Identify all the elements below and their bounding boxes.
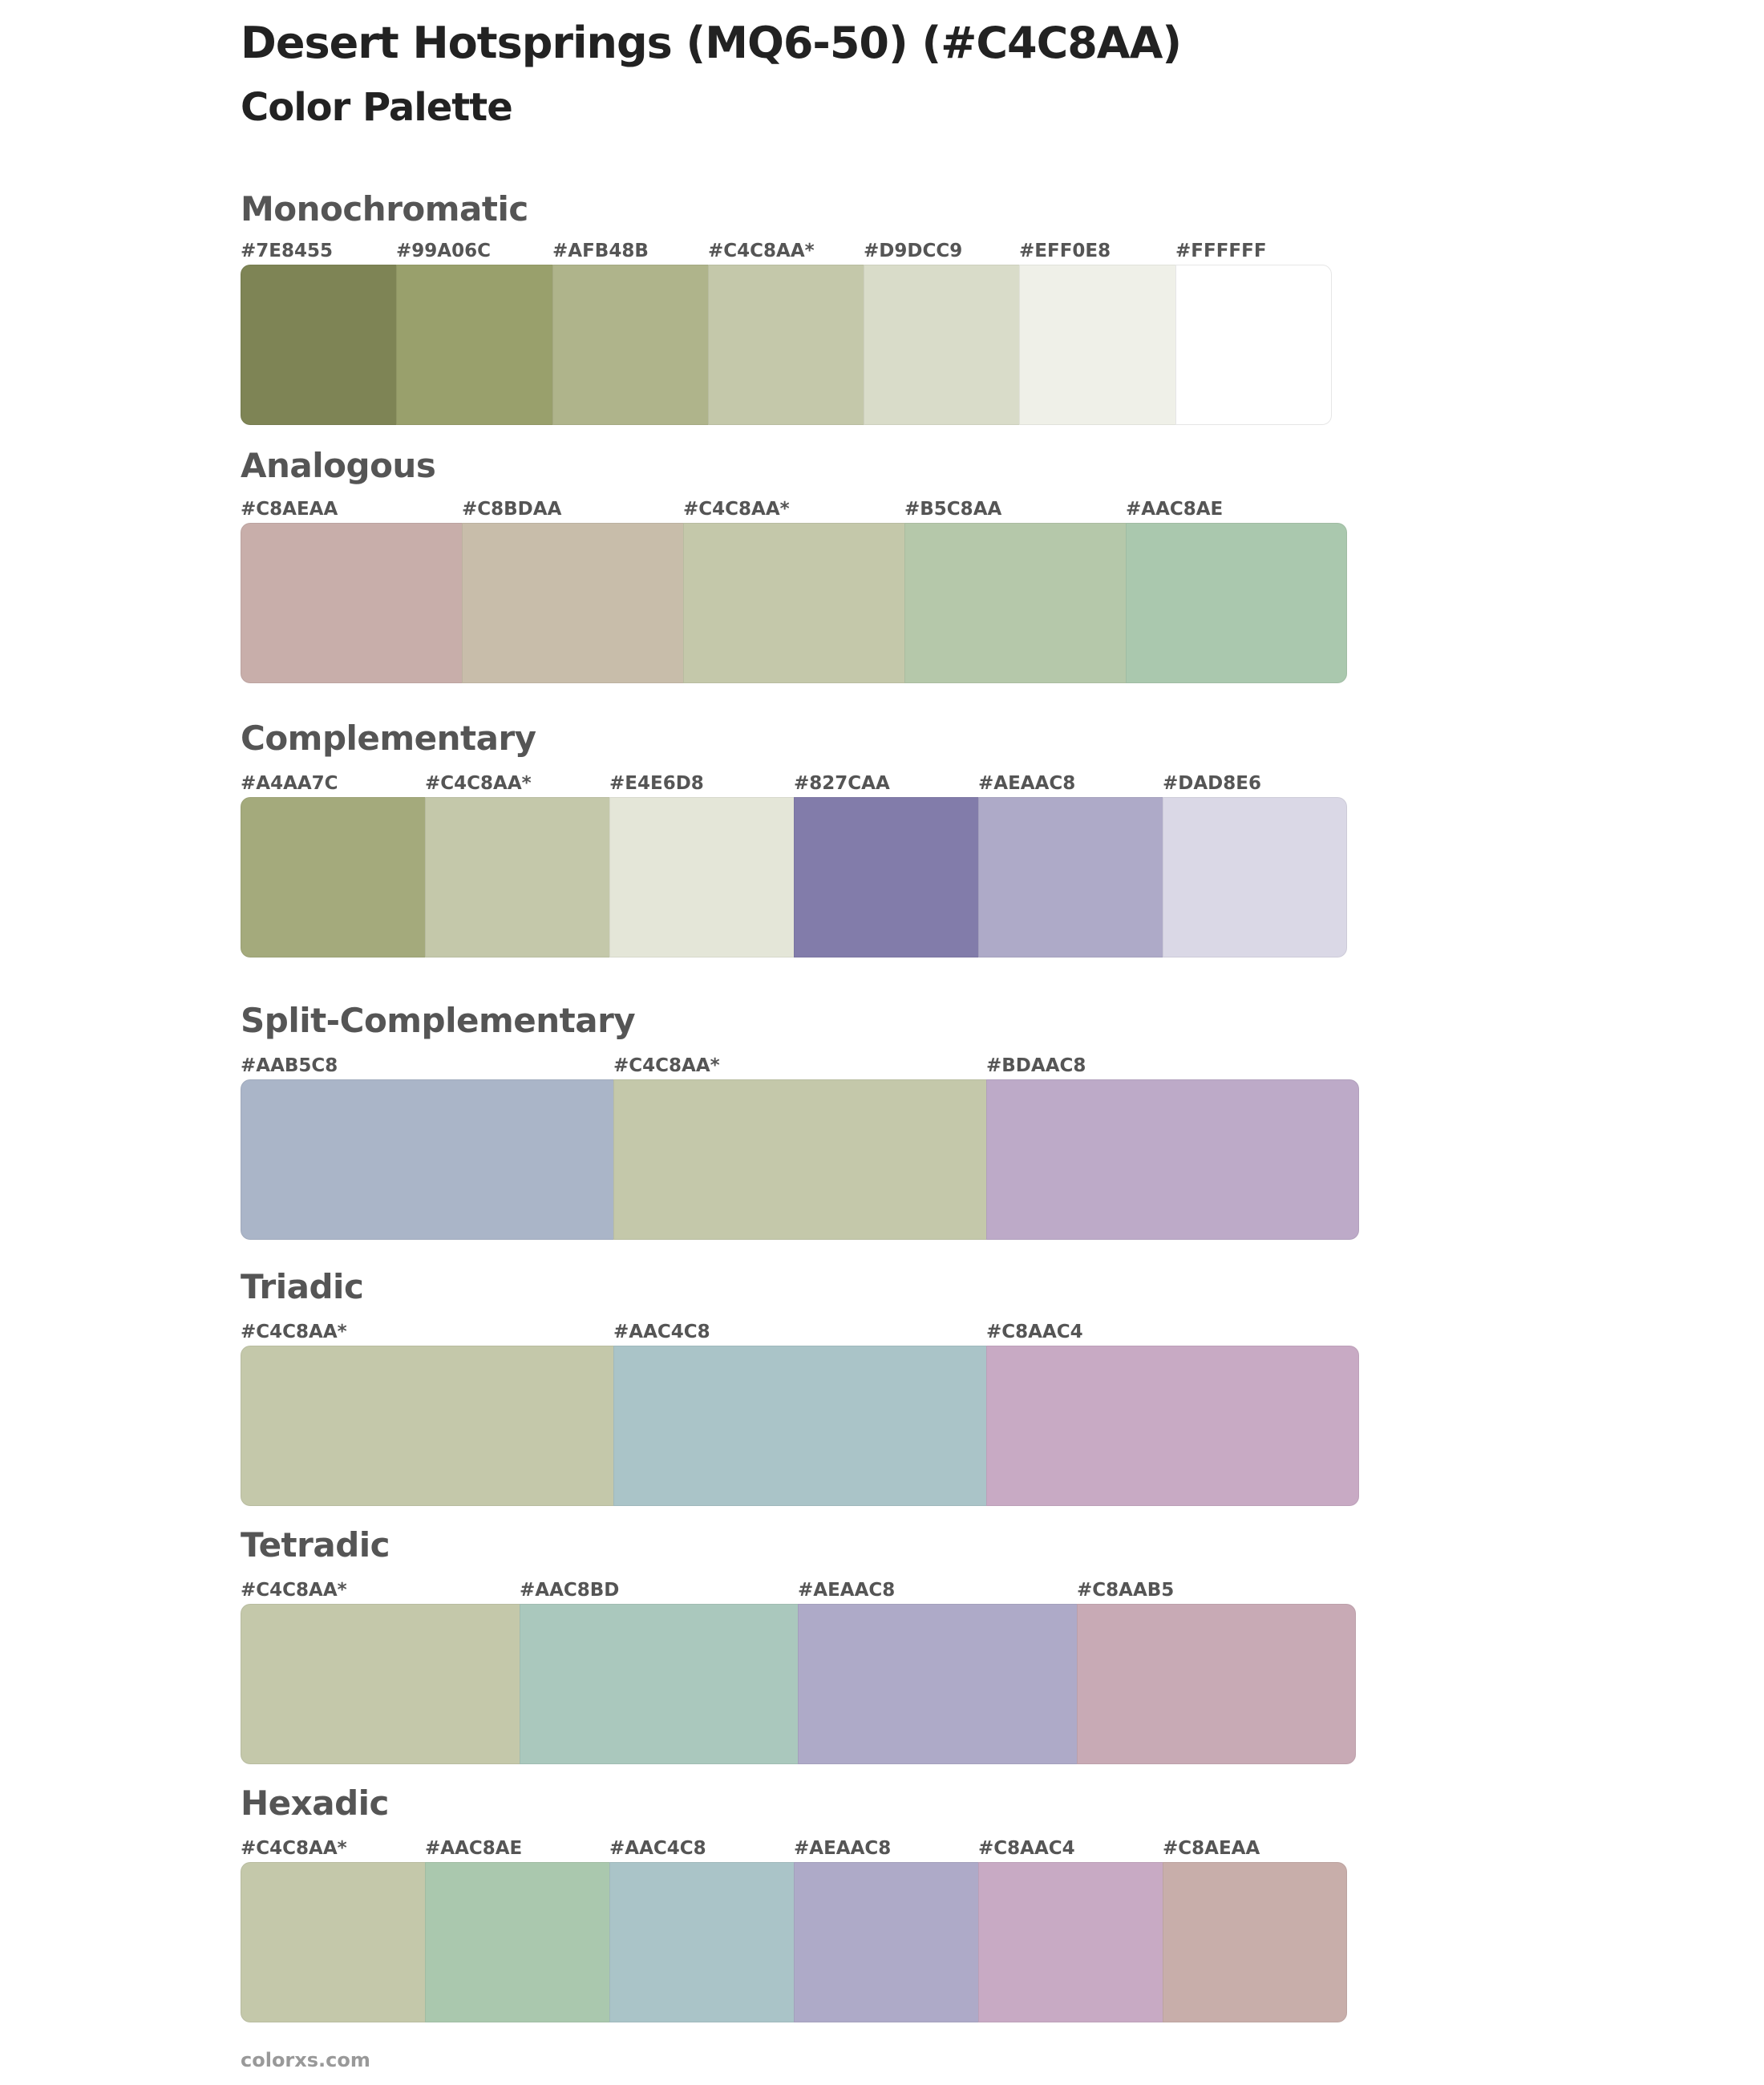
color-swatch[interactable] [241, 1079, 623, 1240]
section-title: Complementary [241, 719, 536, 758]
swatch-hex-label: #AEAAC8 [794, 1838, 892, 1859]
color-swatch[interactable] [396, 265, 562, 425]
swatch-hex-label: #C4C8AA* [241, 1838, 347, 1859]
page-subtitle: Color Palette [241, 85, 513, 130]
color-swatch[interactable] [241, 1862, 435, 2022]
swatch-row [241, 797, 1347, 957]
swatch-row [241, 1604, 1356, 1764]
swatch-hex-label: #C4C8AA* [241, 1580, 347, 1601]
color-swatch[interactable] [1163, 1862, 1347, 2022]
swatch-hex-label: #AAC8AE [1126, 499, 1224, 520]
swatch-hex-label: #C4C8AA* [425, 773, 532, 794]
color-swatch[interactable] [986, 1079, 1359, 1240]
color-swatch[interactable] [794, 1862, 988, 2022]
color-swatch[interactable] [520, 1604, 808, 1764]
swatch-row [241, 1079, 1359, 1240]
color-swatch[interactable] [613, 1079, 996, 1240]
swatch-row [241, 1862, 1347, 2022]
swatch-hex-label: #AEAAC8 [798, 1580, 896, 1601]
color-swatch[interactable] [1019, 265, 1185, 425]
swatch-hex-label: #DAD8E6 [1163, 773, 1261, 794]
section-title: Hexadic [241, 1783, 389, 1823]
color-swatch[interactable] [683, 523, 914, 683]
swatch-hex-label: #C4C8AA* [708, 241, 815, 261]
section-title: Tetradic [241, 1525, 390, 1565]
swatch-hex-label: #A4AA7C [241, 773, 338, 794]
color-swatch[interactable] [1175, 265, 1332, 425]
color-swatch[interactable] [1163, 797, 1347, 957]
color-swatch[interactable] [864, 265, 1030, 425]
swatch-hex-label: #EFF0E8 [1019, 241, 1111, 261]
swatch-hex-label: #AAC8BD [520, 1580, 620, 1601]
color-swatch[interactable] [241, 1604, 529, 1764]
swatch-hex-label: #AAC4C8 [613, 1322, 710, 1342]
swatch-hex-label: #C8BDAA [462, 499, 562, 520]
color-swatch[interactable] [613, 1346, 996, 1506]
swatch-hex-label: #C8AEAA [1163, 1838, 1260, 1859]
color-swatch[interactable] [798, 1604, 1086, 1764]
swatch-hex-label: #7E8455 [241, 241, 333, 261]
swatch-hex-label: #C8AAC4 [986, 1322, 1083, 1342]
swatch-hex-label: #827CAA [794, 773, 890, 794]
swatch-hex-label: #C4C8AA* [241, 1322, 347, 1342]
swatch-hex-label: #FFFFFF [1175, 241, 1267, 261]
color-swatch[interactable] [241, 1346, 623, 1506]
swatch-hex-label: #AFB48B [552, 241, 649, 261]
color-swatch[interactable] [1077, 1604, 1356, 1764]
section-title: Analogous [241, 446, 436, 485]
color-swatch[interactable] [978, 797, 1172, 957]
color-swatch[interactable] [978, 1862, 1172, 2022]
color-swatch[interactable] [425, 797, 619, 957]
color-swatch[interactable] [904, 523, 1135, 683]
swatch-hex-label: #BDAAC8 [986, 1055, 1086, 1076]
swatch-row [241, 523, 1347, 683]
color-swatch[interactable] [241, 265, 407, 425]
color-swatch[interactable] [552, 265, 718, 425]
footer-site-link[interactable]: colorxs.com [241, 2049, 370, 2071]
section-title: Split-Complementary [241, 1001, 636, 1040]
swatch-hex-label: #C4C8AA* [613, 1055, 720, 1076]
swatch-hex-label: #C4C8AA* [683, 499, 790, 520]
swatch-hex-label: #E4E6D8 [609, 773, 704, 794]
swatch-hex-label: #99A06C [396, 241, 491, 261]
swatch-hex-label: #AEAAC8 [978, 773, 1076, 794]
color-swatch[interactable] [609, 1862, 803, 2022]
color-swatch[interactable] [425, 1862, 619, 2022]
swatch-hex-label: #B5C8AA [904, 499, 1002, 520]
swatch-row [241, 265, 1332, 425]
color-swatch[interactable] [609, 797, 803, 957]
swatch-hex-label: #D9DCC9 [864, 241, 963, 261]
color-swatch[interactable] [462, 523, 693, 683]
color-swatch[interactable] [241, 797, 435, 957]
page-title: Desert Hotsprings (MQ6-50) (#C4C8AA) [241, 18, 1182, 68]
swatch-hex-label: #AAB5C8 [241, 1055, 338, 1076]
color-swatch[interactable] [1126, 523, 1347, 683]
swatch-hex-label: #C8AAC4 [978, 1838, 1075, 1859]
section-title: Triadic [241, 1267, 364, 1306]
color-swatch[interactable] [794, 797, 988, 957]
swatch-hex-label: #C8AAB5 [1077, 1580, 1175, 1601]
section-title: Monochromatic [241, 189, 528, 229]
color-swatch[interactable] [708, 265, 874, 425]
color-swatch[interactable] [241, 523, 471, 683]
color-swatch[interactable] [986, 1346, 1359, 1506]
swatch-hex-label: #AAC8AE [425, 1838, 523, 1859]
swatch-hex-label: #AAC4C8 [609, 1838, 706, 1859]
swatch-hex-label: #C8AEAA [241, 499, 338, 520]
swatch-row [241, 1346, 1359, 1506]
